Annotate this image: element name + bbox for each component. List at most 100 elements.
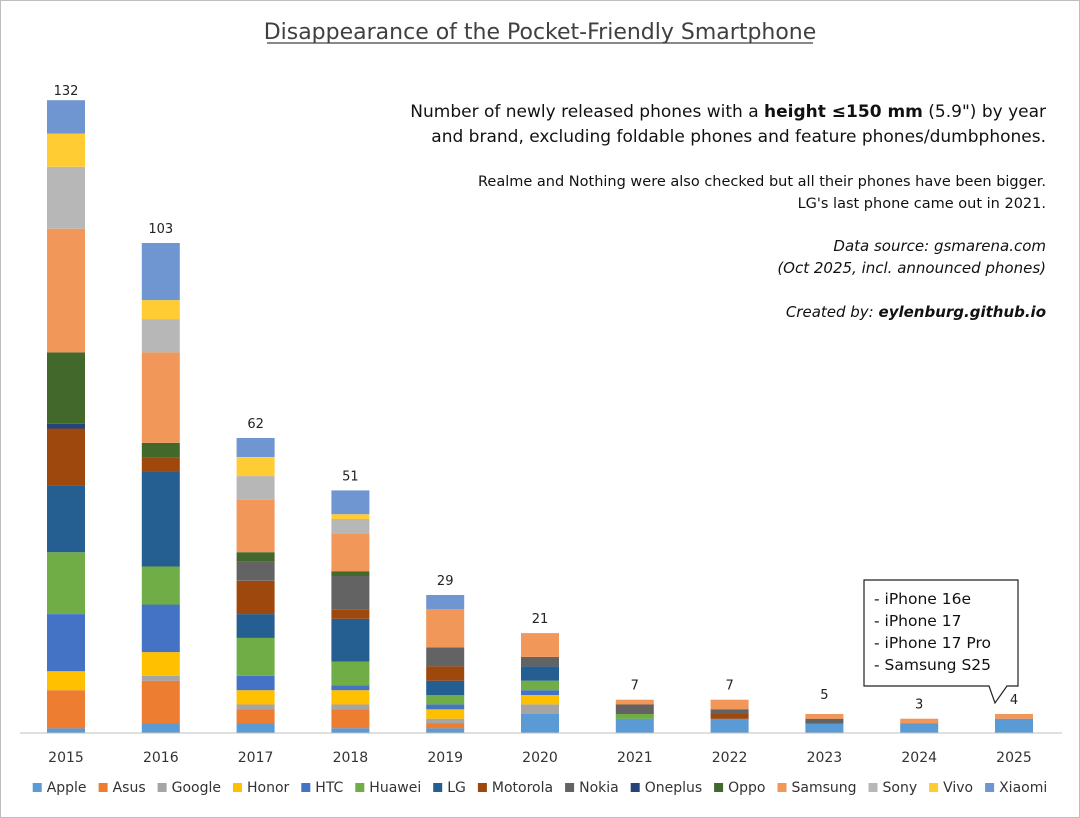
bar-segment-2016-honor — [141, 652, 180, 676]
bar-segment-2019-huawei — [426, 694, 465, 705]
bar-segment-2018-honor — [331, 690, 370, 705]
bar-segment-2016-oppo — [141, 442, 180, 458]
bar-segment-2022-nokia — [710, 709, 749, 714]
bar-segment-2021-samsung — [615, 699, 654, 705]
bar-segment-2020-htc — [521, 690, 559, 695]
bar-segment-2019-samsung — [426, 609, 465, 648]
legend-label-vivo: Vivo — [943, 780, 973, 796]
bar-segment-2022-samsung — [710, 699, 749, 710]
bar-segment-2015-sony — [47, 166, 85, 229]
x-tick-2016: 2016 — [143, 750, 179, 766]
x-tick-2022: 2022 — [712, 750, 748, 766]
bar-segment-2020-huawei — [521, 680, 559, 691]
bar-segment-2018-lg — [331, 618, 370, 662]
bar-segment-2016-htc — [141, 604, 180, 653]
bar-segment-2017-oppo — [236, 552, 275, 562]
bar-segment-2016-google — [141, 675, 180, 681]
bar-segment-2025-apple — [995, 718, 1033, 733]
bar-segment-2021-huawei — [615, 714, 654, 719]
bar-segment-2017-vivo — [236, 457, 275, 477]
bar-segment-2020-samsung — [521, 633, 559, 657]
bar-total-label-2021: 7 — [631, 679, 639, 694]
bar-total-label-2018: 51 — [342, 469, 359, 484]
legend-swatch-oppo — [714, 783, 724, 792]
bar-segment-2017-huawei — [236, 637, 275, 676]
bar-segment-2018-oppo — [331, 571, 370, 576]
bar-segment-2015-asus — [47, 690, 85, 729]
bar-segment-2016-huawei — [141, 566, 180, 605]
bar-segment-2019-asus — [426, 723, 465, 729]
bar-segment-2019-nokia — [426, 647, 465, 667]
legend-label-asus: Asus — [113, 780, 146, 796]
bar-segment-2023-apple — [805, 723, 844, 733]
legend-label-huawei: Huawei — [369, 780, 421, 796]
legend-swatch-xiaomi — [985, 783, 995, 792]
bar-segment-2022-apple — [710, 718, 749, 733]
legend-swatch-vivo — [929, 783, 939, 792]
legend-label-sony: Sony — [883, 780, 918, 796]
bar-segment-2023-nokia — [805, 718, 844, 724]
callout-line-1: - iPhone 16e — [874, 590, 971, 608]
bar-segment-2015-vivo — [47, 133, 85, 167]
legend-label-lg: LG — [447, 780, 466, 796]
bar-total-label-2016: 103 — [148, 222, 173, 237]
bar-segment-2018-htc — [331, 685, 370, 691]
bar-segment-2020-nokia — [521, 656, 559, 667]
bar-segment-2017-nokia — [236, 561, 275, 581]
bar-segment-2018-samsung — [331, 533, 370, 572]
bar-segment-2019-htc — [426, 704, 465, 710]
bar-segment-2017-motorola — [236, 580, 275, 615]
bar-segment-2017-google — [236, 704, 275, 710]
bar-segment-2016-motorola — [141, 457, 180, 472]
legend-swatch-samsung — [777, 783, 787, 792]
bar-segment-2017-honor — [236, 690, 275, 705]
legend-swatch-honor — [233, 783, 242, 792]
x-tick-2017: 2017 — [238, 750, 274, 766]
legend-label-samsung: Samsung — [792, 780, 857, 796]
bar-segment-2018-vivo — [331, 514, 370, 519]
bar-segment-2025-samsung — [995, 714, 1033, 719]
chart-title: Disappearance of the Pocket-Friendly Sma… — [264, 20, 817, 45]
bar-segment-2017-asus — [236, 709, 275, 724]
bar-segment-2017-xiaomi — [236, 438, 275, 457]
bar-segment-2016-apple — [141, 723, 180, 733]
legend-swatch-htc — [301, 783, 311, 792]
x-tick-2020: 2020 — [522, 750, 558, 766]
bar-segment-2018-apple — [331, 728, 370, 733]
x-tick-2024: 2024 — [901, 750, 937, 766]
legend-swatch-asus — [98, 783, 108, 792]
bar-segment-2017-lg — [236, 614, 275, 638]
note-line-2: LG's last phone came out in 2021. — [798, 196, 1046, 212]
legend-label-motorola: Motorola — [492, 780, 553, 796]
callout-line-2: - iPhone 17 — [874, 612, 962, 630]
bar-segment-2018-xiaomi — [331, 490, 370, 515]
bar-segment-2018-sony — [331, 518, 370, 534]
created-by: Created by: eylenburg.github.io — [786, 303, 1046, 321]
bar-segment-2017-htc — [236, 675, 275, 691]
bar-segment-2024-apple — [900, 723, 939, 733]
bar-segment-2018-huawei — [331, 661, 370, 686]
bar-segment-2017-samsung — [236, 499, 275, 553]
bar-total-label-2025: 4 — [1010, 693, 1018, 708]
legend-swatch-huawei — [355, 783, 365, 792]
bar-segment-2016-vivo — [141, 300, 180, 320]
bar-segment-2015-motorola — [47, 428, 85, 486]
bar-segment-2015-huawei — [47, 552, 85, 614]
x-tick-2023: 2023 — [807, 750, 843, 766]
bar-segment-2019-apple — [426, 728, 465, 733]
bar-segment-2020-apple — [521, 714, 559, 733]
bar-totals-group: 132 103 62 51 29 21 7 7 5 3 4 — [54, 84, 1019, 713]
callout-line-3: - iPhone 17 Pro — [874, 634, 991, 652]
bar-segment-2021-apple — [615, 718, 654, 733]
x-tick-2021: 2021 — [617, 750, 653, 766]
bar-segment-2018-asus — [331, 709, 370, 729]
bar-total-label-2017: 62 — [247, 417, 264, 432]
bar-segment-2019-google — [426, 718, 465, 724]
bar-total-label-2024: 3 — [915, 698, 923, 713]
legend-swatch-google — [157, 783, 167, 792]
bar-segment-2016-asus — [141, 680, 180, 724]
bar-segment-2019-motorola — [426, 666, 465, 681]
legend-label-nokia: Nokia — [579, 780, 619, 796]
legend-swatch-sony — [868, 783, 878, 792]
bar-series-group — [47, 100, 1033, 733]
